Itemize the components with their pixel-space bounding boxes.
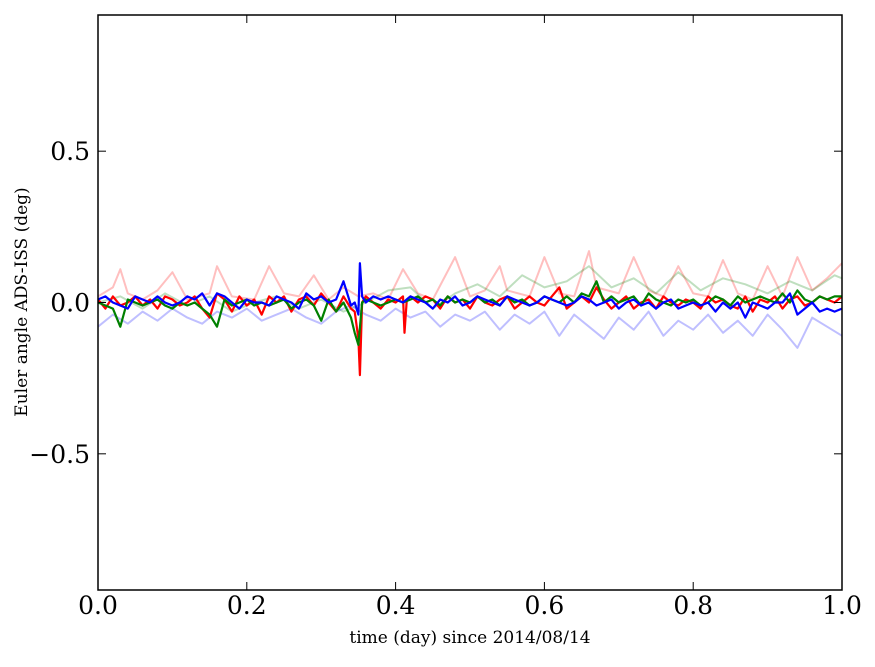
series-line-yaw-light <box>98 304 842 349</box>
x-tick-label: 0.0 <box>78 591 118 620</box>
x-tick-label: 0.8 <box>673 591 713 620</box>
y-tick-label: 0.5 <box>50 137 90 166</box>
y-tick-label: 0.0 <box>50 289 90 318</box>
y-axis-title: Euler angle ADS-ISS (deg) <box>12 187 32 416</box>
series-line-pitch <box>98 280 842 346</box>
tick-layer: 0.0 0.2 0.4 0.6 0.8 1.0 0.5 0.0 −0.5 <box>29 15 862 620</box>
x-tick-label: 0.4 <box>376 591 416 620</box>
x-tick-label: 0.2 <box>227 591 267 620</box>
series-layer <box>98 250 842 377</box>
x-tick-label: 0.6 <box>525 591 565 620</box>
series-line-roll-light <box>98 250 842 301</box>
series-line-yaw <box>98 262 842 319</box>
series-line-pitch-light <box>98 265 842 313</box>
x-axis-title: time (day) since 2014/08/14 <box>349 628 590 648</box>
x-tick-label: 1.0 <box>822 591 862 620</box>
y-tick-label: −0.5 <box>29 440 90 469</box>
